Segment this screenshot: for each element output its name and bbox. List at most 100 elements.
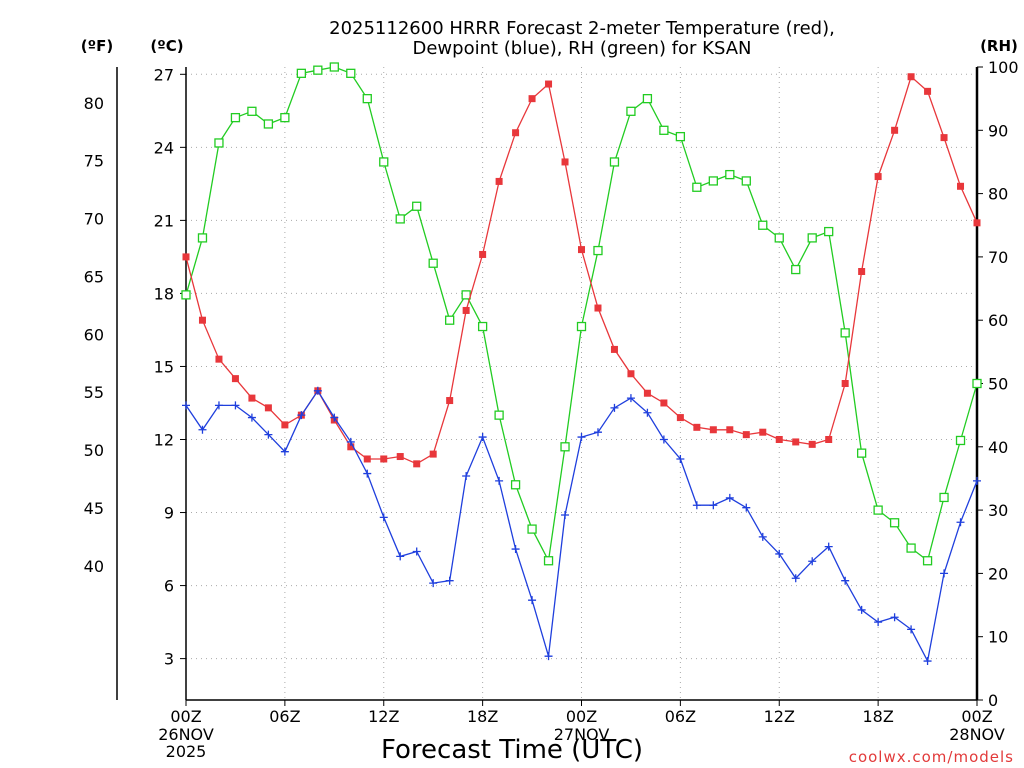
dewpoint-point — [659, 435, 668, 444]
temperature-point — [545, 80, 553, 88]
celsius-tick-label: 9 — [164, 504, 174, 523]
rh-point — [774, 233, 784, 243]
temperature-point — [528, 95, 536, 103]
celsius-tick-label: 21 — [154, 211, 174, 230]
rh-point — [494, 410, 504, 420]
rh-series — [181, 62, 982, 566]
rh-point — [692, 182, 702, 192]
dewpoint-point — [824, 542, 833, 551]
rh-point — [609, 157, 620, 167]
dewpoint-point — [692, 501, 701, 510]
rh-tick-label: 40 — [988, 438, 1008, 457]
temperature-point — [512, 129, 520, 137]
year-tick-label: 2025 — [166, 742, 207, 761]
dewpoint-point — [758, 532, 767, 541]
rh-tick-label: 90 — [988, 121, 1008, 140]
dewpoint-point — [429, 579, 438, 588]
celsius-axis: 3 6 9 12 15 18 21 24 27 — [154, 65, 186, 669]
rh-point — [972, 378, 982, 389]
dewpoint-point — [396, 552, 405, 561]
rh-point — [593, 245, 603, 256]
temperature-point — [676, 414, 684, 422]
dewpoint-point — [577, 433, 586, 442]
rh-point — [576, 321, 587, 332]
dewpoint-point — [874, 618, 883, 627]
fahrenheit-tick-label: 40 — [84, 557, 104, 576]
celsius-tick-label: 15 — [154, 357, 174, 376]
temperature-point — [578, 246, 585, 254]
rh-point — [659, 125, 669, 135]
time-tick-label: 12Z — [764, 707, 795, 726]
rh-point — [824, 226, 834, 237]
temperature-point — [363, 455, 371, 463]
time-tick-label: 00Z — [961, 707, 992, 726]
dewpoint-point — [890, 613, 899, 622]
temperature-point — [874, 173, 882, 181]
time-tick-label: 00Z — [170, 707, 201, 726]
fahrenheit-tick-label: 70 — [84, 210, 104, 229]
temperature-point — [973, 219, 981, 227]
temperature-point — [841, 380, 849, 387]
dewpoint-point — [478, 433, 487, 442]
dewpoint-point — [330, 413, 339, 422]
rh-point — [395, 214, 405, 224]
date-tick-label: 28NOV — [949, 725, 1005, 744]
temperature-point — [248, 394, 256, 402]
temperature-point — [610, 345, 618, 353]
rh-point — [379, 157, 389, 167]
temperature-point — [660, 399, 668, 407]
rh-point — [527, 524, 537, 534]
fahrenheit-tick-label: 50 — [84, 441, 104, 460]
dewpoint-point — [923, 657, 932, 666]
rh-point — [428, 258, 438, 268]
fahrenheit-tick-label: 75 — [84, 152, 104, 171]
rh-point — [510, 480, 521, 490]
rh-point — [247, 106, 257, 116]
rh-point — [280, 112, 290, 123]
fahrenheit-tick-label: 80 — [84, 94, 104, 113]
rh-axis: 0 10 20 30 40 50 60 70 80 90 100 — [977, 58, 1019, 710]
temperature-point — [462, 306, 470, 314]
rh-point — [214, 138, 224, 148]
rh-tick-label: 100 — [988, 58, 1019, 77]
rh-tick-label: 30 — [988, 501, 1008, 520]
rh-point — [840, 328, 850, 338]
rh-tick-label: 0 — [988, 691, 998, 710]
celsius-tick-label: 3 — [164, 650, 174, 669]
rh-point — [445, 315, 455, 325]
fahrenheit-axis: 40 45 50 55 60 65 70 75 80 — [84, 94, 104, 576]
rh-point — [197, 233, 208, 243]
dewpoint-point — [593, 428, 602, 437]
rh-point — [758, 220, 768, 230]
dewpoint-point — [264, 430, 273, 439]
celsius-tick-label: 6 — [164, 577, 174, 596]
temperature-point — [858, 268, 866, 276]
time-tick-label: 18Z — [467, 707, 498, 726]
rh-point — [807, 233, 817, 243]
dewpoint-point — [742, 503, 751, 512]
fahrenheit-tick-label: 45 — [84, 499, 104, 518]
dewpoint-point — [528, 596, 537, 605]
rh-point — [955, 435, 966, 446]
rh-tick-label: 70 — [988, 248, 1008, 267]
dewpoint-point — [363, 469, 372, 478]
dewpoint-point — [544, 652, 553, 661]
dewpoint-point — [709, 501, 718, 510]
dewpoint-point — [676, 454, 685, 463]
rh-point — [708, 176, 718, 186]
dewpoint-point — [313, 386, 322, 395]
temperature-point — [759, 428, 767, 436]
temperature-point — [957, 182, 965, 190]
time-tick-label: 06Z — [665, 707, 696, 726]
rh-line — [185, 66, 978, 563]
rh-unit-label: (RH) — [980, 37, 1018, 55]
rh-point — [725, 169, 735, 180]
rh-tick-label: 60 — [988, 311, 1008, 330]
temperature-point — [396, 453, 404, 461]
rh-point — [856, 448, 867, 458]
dewpoint-point — [412, 547, 421, 556]
temperature-point — [627, 370, 635, 378]
temperature-point — [429, 450, 437, 458]
